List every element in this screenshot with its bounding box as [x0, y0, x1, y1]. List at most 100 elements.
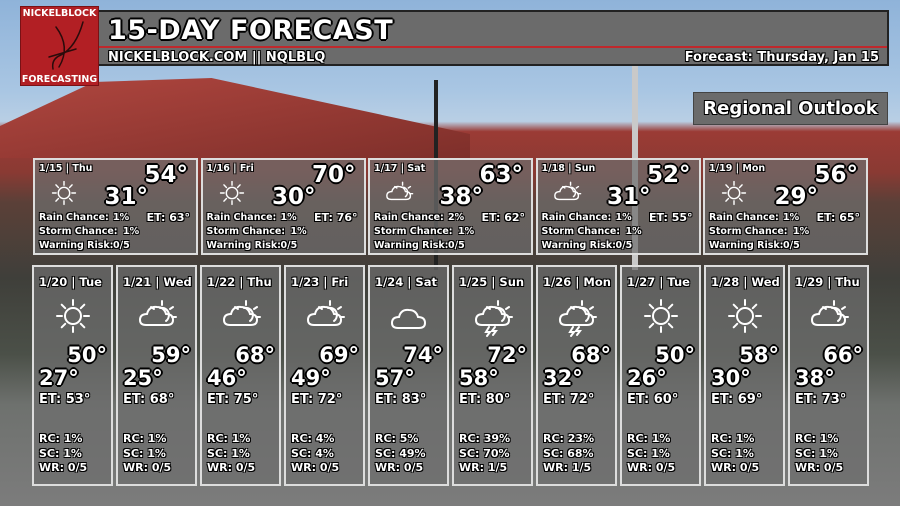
rain-value: 1%: [280, 212, 297, 223]
storm-label: Storm Chance:: [541, 226, 621, 237]
warning-risk: WR: 0/5: [795, 461, 844, 474]
low-temp: 30°: [271, 184, 316, 210]
rain-chance: Rain Chance: 2%: [374, 212, 464, 223]
sun-icon: [728, 299, 762, 333]
header-divider: [32, 46, 887, 48]
warning-risk: WR: 0/5: [375, 461, 424, 474]
day-card: 1/21 | Wed 59° 25° ET: 68° RC: 1% SC: 1%…: [116, 265, 197, 486]
warning-value: 0/5: [113, 240, 130, 251]
low-temp: 38°: [439, 184, 483, 210]
low-temp: 30°: [711, 366, 751, 390]
warning-risk: WR: 0/5: [39, 461, 88, 474]
day-date: 1/28 | Wed: [711, 275, 780, 289]
storm-chance: SC: 1%: [123, 447, 166, 460]
feels-like-temp: ET: 72°: [543, 392, 595, 407]
high-temp: 54°: [144, 162, 188, 188]
cloud-icon: [390, 308, 427, 329]
warning-risk: WR: 0/5: [291, 461, 340, 474]
high-temp: 72°: [487, 343, 527, 367]
high-temp: 50°: [67, 343, 107, 367]
day-card: 1/27 | Tue 50° 26° ET: 60° RC: 1% SC: 1%…: [620, 265, 701, 486]
day-date: 1/26 | Mon: [543, 275, 611, 289]
regional-outlook-label: Regional Outlook: [693, 92, 888, 125]
weather-icon: [304, 295, 346, 337]
storm-chance: SC: 1%: [627, 447, 670, 460]
storm-value: 1%: [458, 226, 475, 237]
day-card: 1/25 | Sun 72° 58° ET: 80° RC: 39% SC: 7…: [452, 265, 533, 486]
warning-label: Warning Risk:: [39, 240, 114, 251]
high-temp: 56°: [814, 162, 858, 188]
warning-risk: Warning Risk: 0/5: [709, 240, 800, 251]
rain-label: Rain Chance:: [541, 212, 612, 223]
weather-icon: [384, 178, 414, 208]
warning-value: 0/5: [783, 240, 800, 251]
rain-chance: RC: 23%: [543, 432, 595, 445]
high-temp: 74°: [403, 343, 443, 367]
feels-like-temp: ET: 53°: [39, 392, 91, 407]
day-date: 1/21 | Wed: [123, 275, 192, 289]
day-date: 1/23 | Fri: [291, 275, 349, 289]
day-card: 1/18 | Sun 52° 31° ET: 55° Rain Chance: 1…: [535, 158, 701, 255]
rain-chance: RC: 5%: [375, 432, 419, 445]
storm-chance: SC: 1%: [795, 447, 838, 460]
warning-risk: WR: 0/5: [711, 461, 760, 474]
feels-like-temp: ET: 55°: [649, 211, 693, 224]
weather-icon: [552, 178, 582, 208]
high-temp: 50°: [655, 343, 695, 367]
weather-icon: [52, 295, 94, 337]
day-date: 1/18 | Sun: [541, 163, 596, 174]
partly-cloudy-icon: [386, 181, 414, 201]
feels-like-temp: ET: 80°: [459, 392, 511, 407]
partly-cloudy-storm-icon: [474, 300, 513, 337]
low-temp: 25°: [123, 366, 163, 390]
high-temp: 58°: [739, 343, 779, 367]
day-date: 1/20 | Tue: [39, 275, 102, 289]
day-card: 1/23 | Fri 69° 49° ET: 72° RC: 4% SC: 4%…: [284, 265, 365, 486]
feels-like-temp: ET: 65°: [816, 211, 860, 224]
low-temp: 38°: [795, 366, 835, 390]
rain-chance: Rain Chance: 1%: [207, 212, 297, 223]
high-temp: 69°: [319, 343, 359, 367]
sun-icon: [721, 180, 747, 206]
warning-label: Warning Risk:: [709, 240, 784, 251]
warning-value: 0/5: [448, 240, 465, 251]
storm-label: Storm Chance:: [709, 226, 788, 237]
weather-icon: [217, 178, 247, 208]
day-date: 1/27 | Tue: [627, 275, 690, 289]
weather-icon: [640, 295, 682, 337]
day-card: 1/20 | Tue 50° 27° ET: 53° RC: 1% SC: 1%…: [32, 265, 113, 486]
warning-value: 0/5: [280, 240, 298, 251]
high-temp: 68°: [235, 343, 275, 367]
weather-icon: [472, 295, 514, 337]
storm-label: Storm Chance:: [39, 226, 118, 237]
day-card: 1/22 | Thu 68° 46° ET: 75° RC: 1% SC: 1%…: [200, 265, 281, 486]
warning-risk: WR: 1/5: [543, 461, 592, 474]
storm-chance: Storm Chance: 1%: [709, 226, 809, 237]
header-bar: 15-DAY FORECAST NICKELBLOCK.COM || NQLBL…: [30, 10, 889, 66]
logo-mark-icon: [48, 21, 84, 70]
storm-chance: SC: 4%: [291, 447, 334, 460]
feels-like-temp: ET: 83°: [375, 392, 427, 407]
high-temp: 68°: [571, 343, 611, 367]
rain-chance: RC: 4%: [291, 432, 335, 445]
weather-icon: [49, 178, 79, 208]
partly-cloudy-icon: [222, 300, 261, 326]
high-temp: 52°: [646, 162, 691, 188]
feels-like-temp: ET: 76°: [314, 211, 358, 224]
rain-chance: RC: 1%: [627, 432, 671, 445]
warning-risk: Warning Risk: 0/5: [541, 240, 633, 251]
rain-value: 1%: [615, 212, 632, 223]
rain-chance: Rain Chance: 1%: [39, 212, 129, 223]
storm-chance: Storm Chance: 1%: [541, 226, 642, 237]
feels-like-temp: ET: 62°: [481, 211, 525, 224]
rain-chance: RC: 1%: [123, 432, 167, 445]
day-card: 1/17 | Sat 63° 38° ET: 62° Rain Chance: 2…: [368, 158, 533, 255]
warning-risk: Warning Risk: 0/5: [207, 240, 298, 251]
low-temp: 31°: [606, 184, 651, 210]
storm-chance: SC: 49%: [375, 447, 426, 460]
low-temp: 49°: [291, 366, 331, 390]
warning-risk: WR: 0/5: [207, 461, 256, 474]
day-date: 1/16 | Fri: [206, 163, 254, 174]
day-card: 1/19 | Mon 56° 29° ET: 65° Rain Chance: 1…: [703, 158, 868, 255]
warning-label: Warning Risk:: [541, 240, 616, 251]
